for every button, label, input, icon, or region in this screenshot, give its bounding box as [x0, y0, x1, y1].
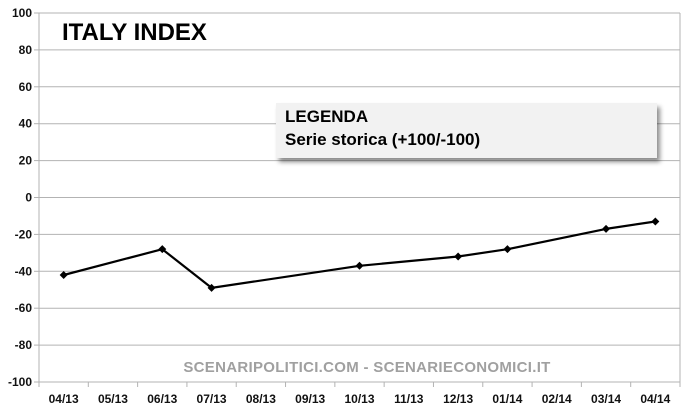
data-point-marker [59, 270, 68, 279]
y-tick-label: -40 [15, 264, 33, 278]
y-axis-labels: 100 80 60 40 20 0 -20 -40 -60 -80 -100 [8, 6, 32, 389]
x-tick-label: 09/13 [295, 392, 325, 406]
grid [34, 12, 680, 383]
data-point-marker [158, 245, 167, 254]
series-layer [59, 217, 660, 292]
series-line [63, 220, 656, 289]
data-point-marker [503, 245, 512, 254]
y-tick-label: 80 [19, 43, 33, 57]
y-tick-label: 0 [25, 191, 32, 205]
data-point-marker [454, 252, 463, 261]
data-point-marker [355, 261, 364, 270]
legend-box: LEGENDA Serie storica (+100/-100) [276, 103, 657, 158]
x-tick-label: 10/13 [344, 392, 374, 406]
x-tick-label: 04/14 [640, 392, 670, 406]
y-tick-label: 40 [19, 117, 33, 131]
legend-heading: LEGENDA [285, 107, 368, 126]
y-tick-label: -100 [8, 375, 32, 389]
y-tick-label: -80 [15, 338, 33, 352]
x-tick-label: 05/13 [98, 392, 128, 406]
y-tick-label: 100 [12, 6, 32, 20]
y-tick-label: 60 [19, 80, 33, 94]
chart-title: ITALY INDEX [62, 19, 207, 46]
data-point-marker [602, 224, 611, 233]
watermark: SCENARIPOLITICI.COM - SCENARIECONOMICI.I… [183, 359, 550, 376]
x-tick-label: 01/14 [492, 392, 522, 406]
x-tick-label: 06/13 [147, 392, 177, 406]
x-axis-labels: 04/13 05/13 06/13 07/13 08/13 09/13 10/13 11/13… [49, 392, 671, 406]
x-tick-label: 02/14 [542, 392, 572, 406]
x-tick-label: 03/14 [591, 392, 621, 406]
y-tick-label: -20 [15, 227, 33, 241]
data-point-marker [207, 283, 216, 292]
x-axis-ticks [38, 382, 681, 387]
y-tick-label: 20 [19, 154, 33, 168]
x-tick-label: 12/13 [443, 392, 473, 406]
x-tick-label: 04/13 [49, 392, 79, 406]
x-tick-label: 11/13 [394, 392, 424, 406]
legend-description: Serie storica (+100/-100) [285, 130, 480, 149]
x-tick-label: 07/13 [197, 392, 227, 406]
x-tick-label: 08/13 [246, 392, 276, 406]
y-tick-label: -60 [15, 301, 33, 315]
data-point-marker [651, 217, 660, 226]
legend-box-background [276, 103, 657, 158]
axes [38, 13, 681, 383]
